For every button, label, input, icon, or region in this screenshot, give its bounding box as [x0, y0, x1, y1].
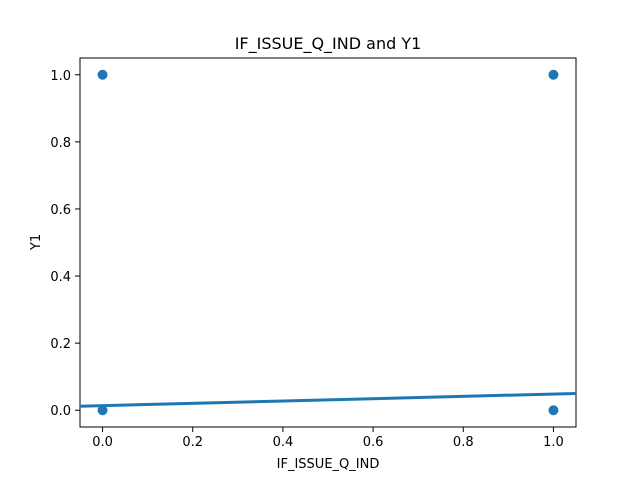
y-tick-label-2: 0.4 — [50, 270, 71, 285]
x-tick-label-2: 0.4 — [273, 435, 294, 450]
x-tick-label-0: 0.0 — [92, 435, 113, 450]
x-tick-label-4: 0.8 — [453, 435, 474, 450]
x-tick-label-5: 1.0 — [543, 435, 564, 450]
data-marks — [79, 69, 577, 416]
x-tick-label-1: 0.2 — [182, 435, 203, 450]
y-axis-label: Y1 — [29, 234, 44, 251]
y-axis: 0.0 0.2 0.4 0.6 0.8 1.0 — [50, 69, 80, 419]
y-tick-label-4: 0.8 — [50, 136, 71, 151]
data-point-1 — [97, 69, 108, 80]
chart-title: IF_ISSUE_Q_IND and Y1 — [235, 34, 422, 54]
regression-line — [79, 391, 577, 408]
plot-area — [79, 57, 577, 428]
x-axis: 0.0 0.2 0.4 0.6 0.8 1.0 — [92, 427, 564, 450]
y-tick-label-3: 0.6 — [50, 203, 71, 218]
data-point-0 — [97, 405, 108, 416]
x-tick-label-3: 0.6 — [363, 435, 384, 450]
x-axis-label: IF_ISSUE_Q_IND — [277, 457, 380, 472]
y-tick-label-5: 1.0 — [50, 69, 71, 84]
y-tick-label-1: 0.2 — [50, 337, 71, 352]
plot-frame — [79, 57, 577, 428]
data-point-2 — [548, 405, 559, 416]
y-tick-label-0: 0.0 — [50, 404, 71, 419]
data-point-3 — [548, 69, 559, 80]
